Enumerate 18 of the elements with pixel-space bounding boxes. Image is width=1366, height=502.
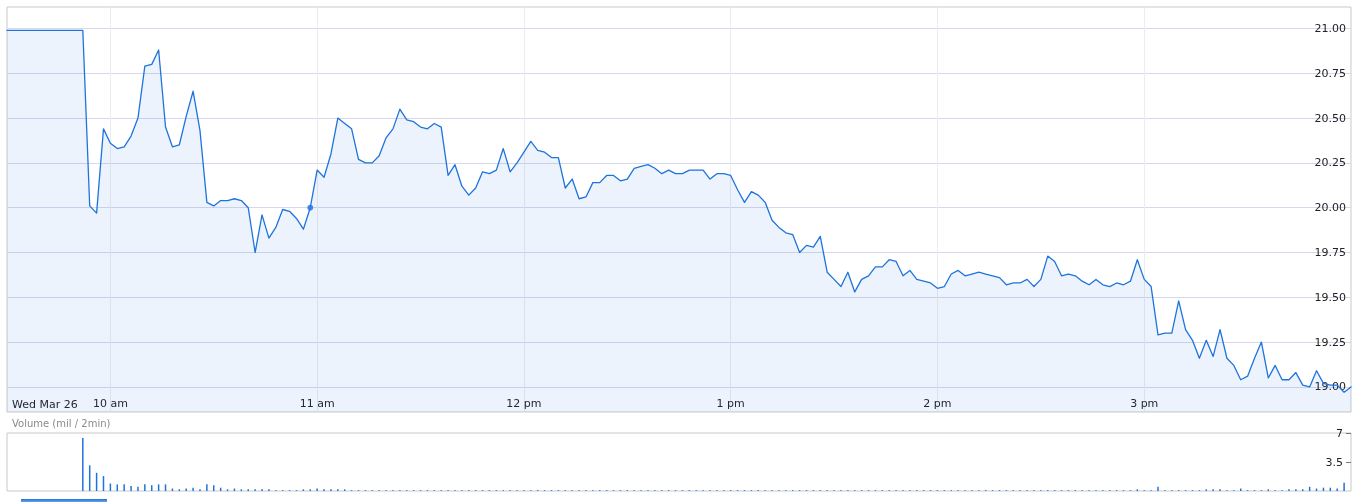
y-tick-label: 20.00 <box>1314 201 1346 215</box>
y-tick-label: 7 <box>1336 426 1343 440</box>
y-tick-label: 20.25 <box>1314 156 1346 170</box>
y-tick-label: 19.75 <box>1314 246 1346 260</box>
y-tick-label: 20.75 <box>1314 66 1346 80</box>
y-tick-label: 3.5 <box>1325 455 1343 469</box>
x-tick-label: 11 am <box>299 397 335 410</box>
x-tick-label: 2 pm <box>923 397 952 410</box>
x-tick-label: 1 pm <box>716 397 745 410</box>
annotation: Wed Mar 26 <box>12 398 78 411</box>
x-tick-label: 12 pm <box>506 397 542 410</box>
y-tick-label: 20.50 <box>1314 111 1346 125</box>
y-tick-label: 21.00 <box>1314 22 1346 35</box>
y-tick-label: 19.50 <box>1314 290 1346 304</box>
y-axis-title: Volume (mil / 2min) <box>12 417 111 429</box>
x-tick-label: 3 pm <box>1130 397 1159 410</box>
y-tick-label: 19.25 <box>1314 335 1346 349</box>
x-tick-label: 10 am <box>92 397 128 410</box>
